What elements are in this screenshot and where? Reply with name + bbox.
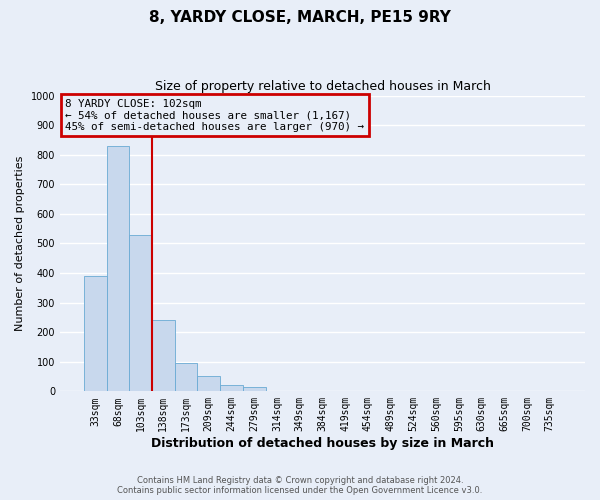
Bar xyxy=(129,234,152,392)
Bar xyxy=(197,376,220,392)
Bar xyxy=(107,146,129,392)
X-axis label: Distribution of detached houses by size in March: Distribution of detached houses by size … xyxy=(151,437,494,450)
Bar xyxy=(152,320,175,392)
Text: 8 YARDY CLOSE: 102sqm
← 54% of detached houses are smaller (1,167)
45% of semi-d: 8 YARDY CLOSE: 102sqm ← 54% of detached … xyxy=(65,98,364,132)
Bar xyxy=(175,362,197,392)
Bar xyxy=(243,388,266,392)
Bar xyxy=(220,385,243,392)
Y-axis label: Number of detached properties: Number of detached properties xyxy=(15,156,25,331)
Text: 8, YARDY CLOSE, MARCH, PE15 9RY: 8, YARDY CLOSE, MARCH, PE15 9RY xyxy=(149,10,451,25)
Title: Size of property relative to detached houses in March: Size of property relative to detached ho… xyxy=(155,80,490,93)
Text: Contains HM Land Registry data © Crown copyright and database right 2024.
Contai: Contains HM Land Registry data © Crown c… xyxy=(118,476,482,495)
Bar xyxy=(84,276,107,392)
